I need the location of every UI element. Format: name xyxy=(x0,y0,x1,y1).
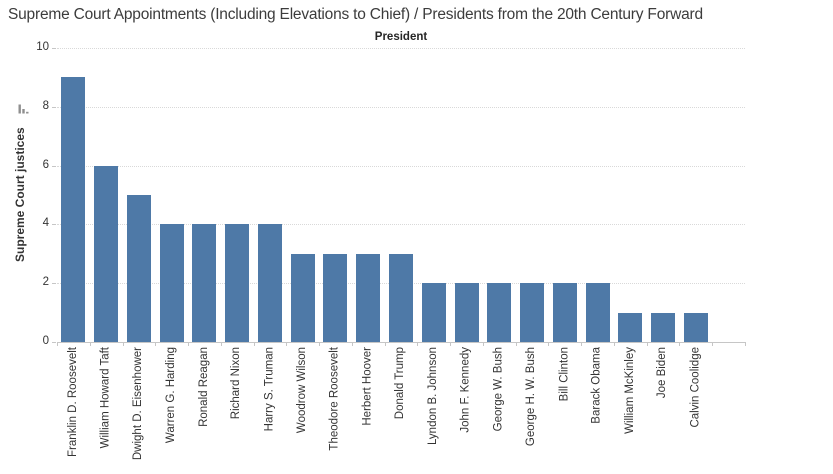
x-tick-mark xyxy=(286,342,288,346)
y-tick-label: 0 xyxy=(42,335,49,347)
bar[interactable] xyxy=(487,283,512,342)
x-tick-mark xyxy=(712,342,714,346)
gridline-y-4 xyxy=(57,224,745,226)
x-tick-mark xyxy=(89,342,91,346)
bar[interactable] xyxy=(683,312,708,342)
bar[interactable] xyxy=(651,312,676,342)
x-axis-label[interactable]: Woodrow Wilson xyxy=(296,347,309,434)
x-axis-label[interactable]: Calvin Coolidge xyxy=(689,347,702,428)
x-tick-mark xyxy=(417,342,419,346)
x-axis-label[interactable]: Ronald Reagan xyxy=(197,347,210,427)
y-tick-mark xyxy=(52,342,56,343)
x-axis-label[interactable]: Donald Trump xyxy=(394,347,407,420)
x-tick-mark xyxy=(581,342,583,346)
bar[interactable] xyxy=(618,312,643,342)
x-axis-label[interactable]: Herbert Hoover xyxy=(361,347,374,426)
x-tick-mark xyxy=(613,342,615,346)
y-tick-mark xyxy=(52,165,56,167)
bar[interactable] xyxy=(94,165,119,342)
x-axis-label[interactable]: John F. Kennedy xyxy=(460,347,472,433)
x-axis-label[interactable]: Theodore Roosevelt xyxy=(328,347,341,451)
bar[interactable] xyxy=(192,224,217,342)
x-axis-label[interactable]: George H. W. Bush xyxy=(525,347,538,447)
y-tick-label: 8 xyxy=(42,99,49,112)
x-axis-label[interactable]: William McKinley xyxy=(623,347,636,434)
x-tick-mark xyxy=(482,342,484,346)
x-tick-mark xyxy=(188,342,190,346)
x-axis-label[interactable]: Warren G. Harding xyxy=(165,347,178,444)
x-tick-mark xyxy=(253,342,255,346)
x-axis-label[interactable]: Franklin D. Roosevelt xyxy=(66,347,79,457)
bar[interactable] xyxy=(225,224,250,342)
gridline-y-10 xyxy=(57,48,745,49)
x-axis-label[interactable]: Barack Obama xyxy=(591,347,604,424)
bar[interactable] xyxy=(290,253,315,342)
bar[interactable] xyxy=(323,253,348,342)
y-tick-mark xyxy=(52,48,56,49)
bar[interactable] xyxy=(61,77,86,342)
bar[interactable] xyxy=(356,253,381,342)
bar[interactable] xyxy=(388,253,413,342)
bar[interactable] xyxy=(126,195,151,342)
x-tick-mark xyxy=(57,342,58,346)
y-tick-mark xyxy=(52,106,56,108)
x-tick-mark xyxy=(679,342,681,346)
y-tick-label: 6 xyxy=(42,158,49,171)
chart-title: Supreme Court Appointments (Including El… xyxy=(8,6,703,23)
plot-area xyxy=(57,48,745,342)
x-tick-mark xyxy=(450,342,452,346)
x-axis-label[interactable]: William Howard Taft xyxy=(99,347,112,449)
y-tick-label: 4 xyxy=(42,217,49,230)
x-axis-label[interactable]: Joe Biden xyxy=(656,347,669,399)
y-axis-title: Supreme Court justices xyxy=(13,127,27,263)
x-axis-label[interactable]: Harry S. Truman xyxy=(263,347,276,432)
y-tick-label: 10 xyxy=(36,41,49,53)
y-tick-label: 2 xyxy=(42,276,49,289)
bar[interactable] xyxy=(585,283,610,342)
x-tick-mark xyxy=(319,342,321,346)
bar[interactable] xyxy=(520,283,545,342)
y-tick-mark xyxy=(52,283,56,285)
x-axis-label[interactable]: Dwight D. Eisenhower xyxy=(132,347,145,461)
bar[interactable] xyxy=(421,283,446,342)
column-field-label: President xyxy=(374,31,428,43)
x-axis-label[interactable]: George W. Bush xyxy=(492,347,505,432)
x-axis-line xyxy=(57,342,746,343)
bar[interactable] xyxy=(552,283,577,342)
x-tick-mark xyxy=(155,342,157,346)
bar[interactable] xyxy=(159,224,184,342)
bar[interactable] xyxy=(454,283,479,342)
x-tick-mark xyxy=(122,342,124,346)
x-tick-mark xyxy=(646,342,648,346)
sort-descending-icon[interactable] xyxy=(18,102,30,120)
gridline-y-6 xyxy=(57,165,745,167)
x-tick-mark xyxy=(744,342,746,346)
x-axis-label[interactable]: Bill Clinton xyxy=(558,347,571,402)
x-tick-mark xyxy=(384,342,386,346)
x-tick-mark xyxy=(548,342,550,346)
x-tick-mark xyxy=(220,342,222,346)
bar[interactable] xyxy=(257,224,282,342)
x-tick-mark xyxy=(515,342,517,346)
x-axis-label[interactable]: Richard Nixon xyxy=(230,347,243,420)
x-tick-mark xyxy=(351,342,353,346)
y-tick-mark xyxy=(52,224,56,226)
gridline-y-8 xyxy=(57,106,745,108)
x-axis-label[interactable]: Lyndon B. Johnson xyxy=(427,347,440,446)
